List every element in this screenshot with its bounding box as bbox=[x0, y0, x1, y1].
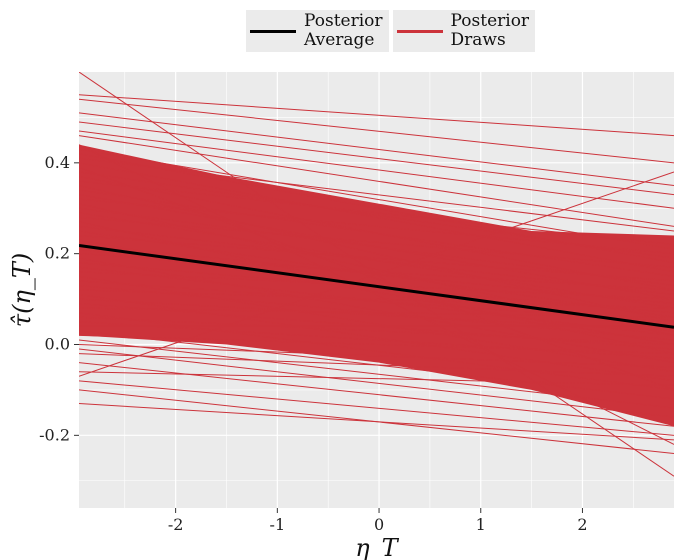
y-tick-label: 0.0 bbox=[45, 335, 70, 354]
posterior-draw-line bbox=[79, 157, 674, 232]
x-tick-label: 0 bbox=[374, 515, 384, 534]
posterior-draw-line bbox=[79, 353, 674, 377]
legend-key-draws bbox=[396, 29, 443, 33]
posterior-draw-line bbox=[79, 289, 674, 309]
posterior-draw-line bbox=[79, 121, 674, 196]
posterior-draw-line bbox=[79, 162, 674, 273]
posterior-draw-line bbox=[79, 339, 674, 409]
posterior-draw-line bbox=[79, 298, 674, 332]
posterior-draw-line bbox=[79, 348, 674, 418]
posterior-draw-line bbox=[79, 239, 674, 345]
posterior-draw-line bbox=[79, 144, 674, 445]
y-tick-label: 0.2 bbox=[45, 244, 70, 263]
posterior-draw-line bbox=[79, 98, 674, 164]
y-axis-ticks: -0.2 0.0 0.2 0.4 bbox=[39, 153, 79, 444]
legend-item-average: Posterior Average bbox=[246, 10, 389, 52]
legend-key-average bbox=[250, 29, 296, 33]
posterior-draw-line bbox=[79, 312, 674, 391]
posterior-draw-line bbox=[79, 94, 674, 137]
x-tick-label: 1 bbox=[476, 515, 486, 534]
posterior-draw-line bbox=[79, 148, 674, 250]
x-tick-label: -2 bbox=[168, 515, 184, 534]
legend-label-average-line1: Posterior bbox=[304, 11, 383, 31]
posterior-draw-line bbox=[79, 403, 674, 441]
posterior-draw-line bbox=[79, 380, 674, 436]
x-axis-title: η_T bbox=[355, 534, 399, 560]
posterior-draw-line bbox=[79, 225, 674, 296]
posterior-draw-line bbox=[79, 216, 674, 268]
posterior-draw-line bbox=[79, 321, 674, 359]
posterior-average-line bbox=[79, 244, 674, 329]
legend-label-average: Posterior Average bbox=[304, 12, 383, 50]
posterior-draw-line bbox=[79, 135, 674, 227]
x-tick-label: 2 bbox=[577, 515, 587, 534]
posterior-draw-line bbox=[79, 189, 674, 277]
posterior-draw-line bbox=[79, 257, 674, 364]
posterior-draw-line bbox=[79, 362, 674, 427]
legend: Posterior Average Posterior Draws bbox=[246, 10, 536, 52]
posterior-draw-line bbox=[79, 180, 674, 246]
posterior-draw-line bbox=[79, 307, 674, 318]
y-tick-label: 0.4 bbox=[45, 153, 70, 172]
posterior-draw-line bbox=[79, 275, 674, 373]
legend-label-draws-line2: Draws bbox=[450, 30, 506, 50]
posterior-draw-line bbox=[79, 207, 674, 286]
posterior-draw-line bbox=[79, 171, 674, 377]
x-axis-ticks: -2 -1 0 1 2 bbox=[168, 508, 588, 534]
legend-item-draws: Posterior Draws bbox=[392, 10, 536, 52]
posterior-draw-line bbox=[79, 198, 674, 255]
posterior-draw-line bbox=[79, 371, 674, 386]
posterior-draw-line bbox=[79, 334, 674, 355]
posterior-draw-line bbox=[79, 171, 674, 259]
legend-label-draws: Posterior Draws bbox=[451, 12, 530, 50]
legend-label-average-line2: Average bbox=[304, 30, 375, 50]
y-axis-title: τ̂(η_T) bbox=[8, 253, 36, 327]
y-tick-label: -0.2 bbox=[39, 425, 70, 444]
posterior-draw-line bbox=[79, 130, 674, 209]
posterior-draw-line bbox=[79, 112, 674, 187]
posterior-draw-line bbox=[79, 344, 674, 368]
posterior-draw-line bbox=[79, 316, 674, 345]
x-tick-label: -1 bbox=[270, 515, 286, 534]
posterior-draw-line bbox=[79, 235, 674, 282]
posterior-draw-line bbox=[79, 294, 674, 382]
legend-label-draws-line1: Posterior bbox=[450, 11, 530, 31]
